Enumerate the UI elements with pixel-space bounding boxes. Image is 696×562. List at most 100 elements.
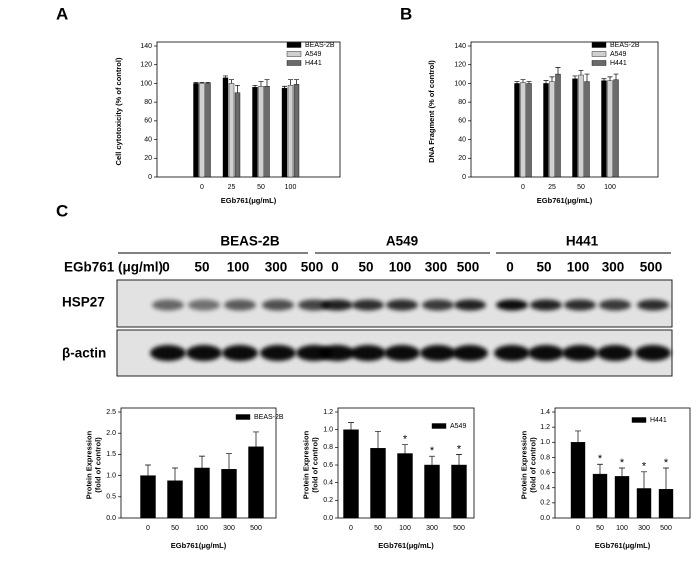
y-tick-label: 140 — [454, 43, 466, 50]
y-tick-label: 0.6 — [540, 469, 550, 476]
error-bar — [597, 463, 603, 475]
bar — [199, 83, 205, 178]
actin-band — [186, 345, 222, 361]
y-tick-label: 0 — [148, 174, 152, 181]
error-bar — [348, 422, 354, 430]
bar — [636, 488, 652, 519]
x-tick-label: 25 — [548, 184, 556, 191]
bar — [343, 429, 359, 519]
error-bar — [294, 79, 299, 85]
bar — [572, 78, 578, 178]
actin-band — [528, 345, 564, 361]
legend-swatch — [591, 60, 607, 66]
error-bar — [145, 464, 151, 476]
error-bar — [663, 467, 669, 490]
error-bar — [282, 85, 287, 89]
x-tick-label: 50 — [171, 525, 179, 532]
hsp27-band — [599, 299, 631, 311]
y-tick-label: 0.0 — [323, 515, 333, 522]
y-tick-label: 1.2 — [323, 409, 333, 416]
y-tick-label: 0.4 — [540, 485, 550, 492]
y-tick-label: 0.8 — [323, 444, 333, 451]
actin-band — [350, 345, 386, 361]
hsp27-band — [298, 299, 330, 311]
blot-row-label: β-actin — [62, 346, 106, 361]
error-bar — [172, 467, 178, 481]
blot-group-label: H441 — [566, 234, 599, 249]
panel-label: A — [56, 4, 68, 23]
legend-swatch — [235, 414, 251, 420]
y-tick-label: 80 — [144, 99, 152, 106]
bar — [194, 467, 210, 519]
legend-label: A549 — [450, 423, 466, 430]
x-tick-label: 50 — [577, 184, 585, 191]
y-tick-label: 120 — [140, 62, 152, 69]
hsp27-band — [152, 299, 184, 311]
hsp27-band — [188, 299, 220, 311]
bar — [397, 453, 413, 519]
hsp27-band — [496, 299, 528, 311]
legend-label: H441 — [610, 60, 627, 67]
error-bar — [572, 75, 578, 79]
hsp27-band — [321, 299, 353, 311]
bar — [205, 83, 211, 178]
bar — [228, 83, 235, 178]
error-bar — [193, 82, 199, 84]
legend-swatch — [431, 423, 447, 429]
y-tick-label: 2.5 — [106, 409, 116, 416]
error-bar — [549, 76, 555, 82]
y-axis-label: Cell cytotoxicity (% of control) — [114, 57, 123, 165]
bar — [140, 475, 156, 519]
legend-swatch — [286, 60, 302, 66]
bar — [167, 480, 183, 519]
x-tick-label: 500 — [453, 525, 465, 532]
legend-label: H441 — [650, 417, 667, 424]
y-tick-label: 120 — [454, 62, 466, 69]
error-bar — [555, 67, 561, 75]
hsp27-band — [564, 299, 596, 311]
bar — [264, 86, 270, 178]
error-bar — [575, 430, 581, 443]
hsp27-band — [637, 299, 669, 311]
error-bar — [199, 455, 205, 468]
bar — [526, 83, 532, 178]
blot-group-label: A549 — [386, 234, 418, 249]
actin-band — [150, 345, 186, 361]
y-axis-label: (fold of control) — [528, 437, 537, 493]
legend-label: H441 — [305, 60, 322, 67]
blot-row-label: HSP27 — [62, 295, 105, 310]
y-tick-label: 2.0 — [106, 430, 116, 437]
bar — [234, 92, 241, 178]
bar — [601, 80, 607, 178]
plot-frame — [156, 41, 341, 178]
legend-swatch — [631, 417, 647, 423]
y-axis-label: (fold of control) — [93, 437, 102, 493]
x-tick-label: 500 — [660, 525, 672, 532]
dose-label: 50 — [536, 260, 551, 275]
bar — [221, 469, 237, 519]
bar — [543, 83, 549, 178]
error-bar — [613, 73, 619, 80]
error-bar — [641, 471, 647, 489]
significance-marker: * — [457, 443, 462, 455]
error-bar — [223, 75, 228, 78]
error-bar — [514, 81, 520, 84]
y-tick-label: 140 — [140, 43, 152, 50]
legend-swatch — [591, 42, 607, 48]
y-tick-label: 0 — [462, 174, 466, 181]
error-bar — [607, 76, 613, 81]
error-bar — [601, 78, 607, 81]
bar — [592, 473, 608, 519]
y-tick-label: 60 — [458, 118, 466, 125]
actin-band — [494, 345, 530, 361]
error-bar — [402, 444, 408, 454]
error-bar — [226, 453, 232, 470]
hsp27-band — [224, 299, 256, 311]
legend-label: BEAS-2B — [305, 42, 335, 49]
hsp27-band — [422, 299, 454, 311]
actin-band — [384, 345, 420, 361]
error-bar — [375, 431, 381, 449]
y-axis-label: Protein Expression — [301, 430, 310, 499]
dose-label: 500 — [301, 260, 324, 275]
x-axis-label: EGb761(μg/mL) — [378, 541, 434, 550]
